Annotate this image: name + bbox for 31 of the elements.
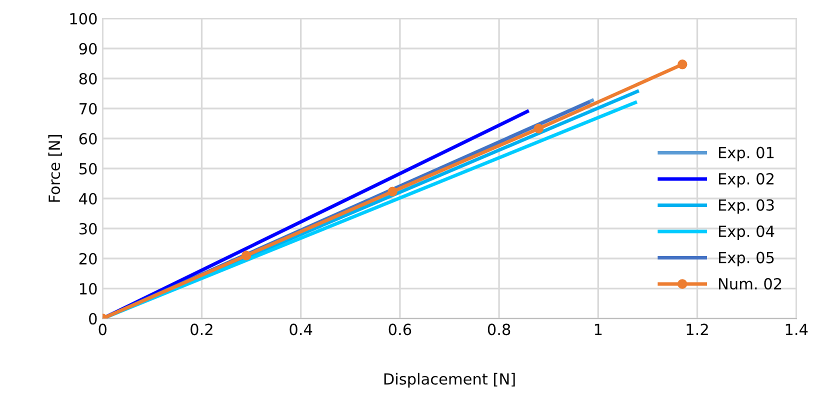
x-tick-label: 0.2 xyxy=(190,324,212,336)
legend-label: Exp. 03 xyxy=(718,199,774,214)
x-tick-label: 1.4 xyxy=(786,324,808,335)
x-tick-label: 1 xyxy=(594,324,602,335)
y-tick-label: 0 xyxy=(89,312,97,325)
y-tick-label: 100 xyxy=(70,12,97,25)
x-tick-label: 0.4 xyxy=(290,324,312,336)
y-tick-label: 30 xyxy=(79,222,97,235)
x-tick-label: 0 xyxy=(98,324,106,336)
y-tick-label: 40 xyxy=(79,192,97,205)
point xyxy=(678,60,688,70)
y-tick-label: 80 xyxy=(79,72,97,85)
point xyxy=(388,186,398,196)
point xyxy=(534,124,544,134)
y-tick-label: 60 xyxy=(79,132,97,145)
y-tick-label: 70 xyxy=(80,102,97,115)
legend-label: Exp. 01 xyxy=(718,146,774,162)
legend-label: Exp. 02 xyxy=(718,173,774,188)
legend-label: Exp. 05 xyxy=(718,252,774,266)
x-tick-label: 0.6 xyxy=(388,324,412,336)
legend-label: Num. 02 xyxy=(718,278,782,290)
y-tick-label: 50 xyxy=(80,162,97,175)
x-axis-title: Displacement [N] xyxy=(384,372,515,388)
y-axis-title: Force [N] xyxy=(48,135,62,202)
x-tick-label: 1.2 xyxy=(686,324,708,335)
point xyxy=(241,250,252,260)
y-tick-label: 20 xyxy=(79,252,97,265)
legend-label: Exp. 04 xyxy=(718,226,774,240)
x-tick-label: 0.8 xyxy=(488,324,510,336)
y-tick-label: 10 xyxy=(80,282,97,295)
y-tick-label: 90 xyxy=(79,42,97,55)
